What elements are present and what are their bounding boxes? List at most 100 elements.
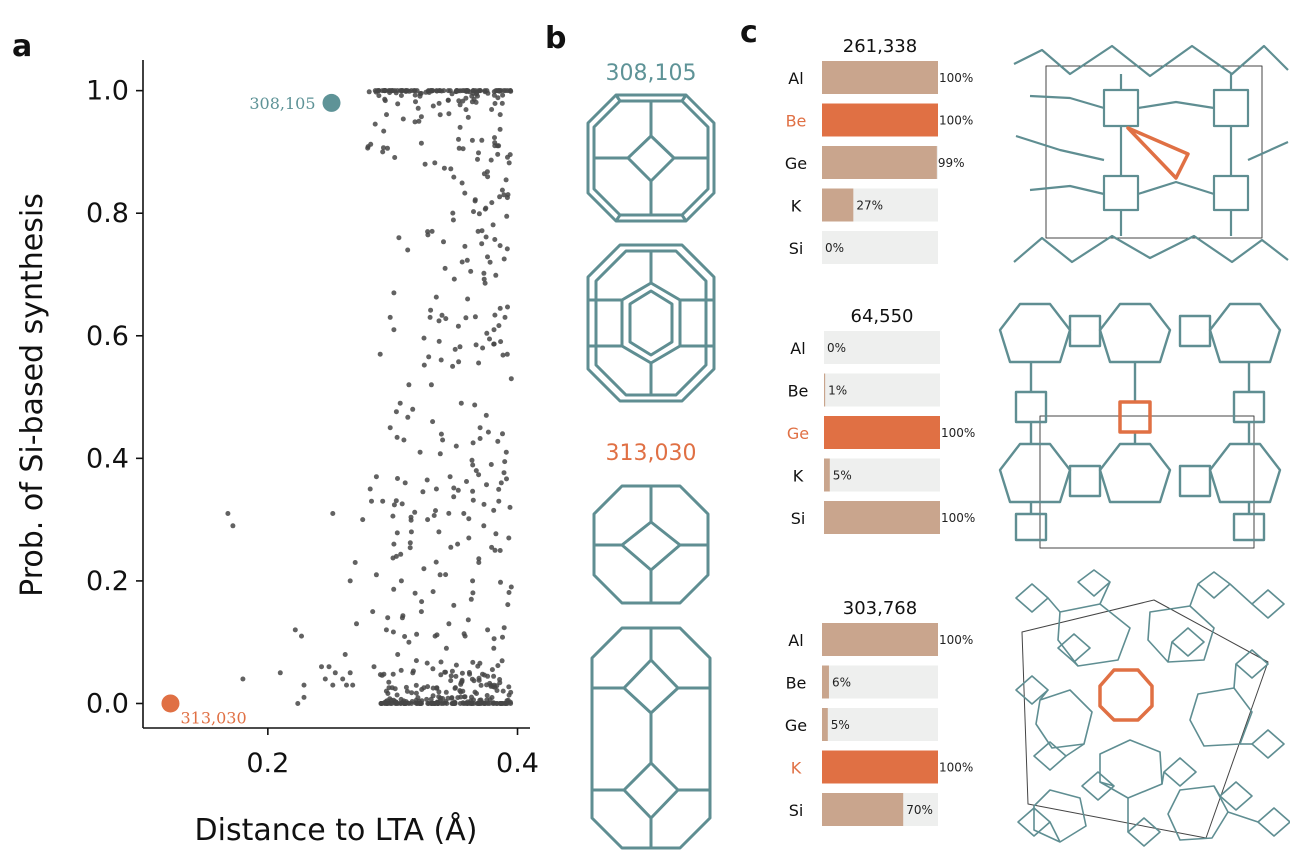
scatter-point bbox=[499, 100, 505, 106]
scatter-point bbox=[379, 672, 385, 678]
scatter-point bbox=[457, 344, 463, 350]
scatter-point bbox=[436, 338, 442, 344]
highlight-label: 308,105 bbox=[249, 94, 315, 113]
scatter-point bbox=[506, 684, 512, 690]
scatter-point bbox=[475, 663, 481, 669]
bar-track bbox=[822, 231, 938, 264]
scatter-point bbox=[497, 548, 503, 553]
scatter-point bbox=[347, 670, 353, 676]
panel-label-b: b bbox=[545, 21, 566, 56]
scatter-point bbox=[393, 701, 398, 706]
scatter-point bbox=[495, 95, 501, 101]
scatter-point bbox=[496, 498, 502, 504]
ring-3-highlight bbox=[1126, 126, 1190, 180]
scatter-point bbox=[443, 689, 449, 695]
scatter-point bbox=[484, 482, 489, 488]
scatter-point bbox=[498, 339, 504, 345]
scatter-point bbox=[495, 663, 501, 669]
scatter-point bbox=[485, 627, 491, 633]
bar-value-label: 0% bbox=[825, 241, 844, 255]
scatter-point bbox=[504, 351, 510, 357]
scatter-point bbox=[456, 359, 462, 365]
scatter-point bbox=[500, 92, 506, 98]
scatter-point bbox=[425, 684, 431, 690]
scatter-point bbox=[381, 88, 387, 94]
scatter-point bbox=[373, 474, 379, 480]
scatter-point bbox=[397, 400, 403, 406]
bar-value-label: 5% bbox=[831, 718, 850, 732]
highlight-label: 313,030 bbox=[180, 708, 246, 727]
scatter-point bbox=[450, 363, 456, 369]
y-tick-label: 0.4 bbox=[86, 443, 129, 474]
bar-category-label: Al bbox=[788, 631, 803, 650]
scatter-point bbox=[503, 177, 509, 183]
scatter-point bbox=[430, 103, 436, 109]
scatter-point bbox=[385, 615, 391, 621]
scatter-point bbox=[408, 517, 414, 523]
scatter-point bbox=[476, 360, 482, 366]
scatter-point bbox=[470, 488, 476, 494]
framework-261338 bbox=[1013, 44, 1289, 264]
scatter-point bbox=[476, 211, 482, 217]
scatter-point bbox=[436, 529, 442, 535]
scatter-point bbox=[441, 239, 446, 245]
scatter-point bbox=[499, 187, 505, 193]
scatter-point bbox=[382, 96, 388, 102]
scatter-point bbox=[504, 213, 510, 219]
scatter-point bbox=[497, 112, 503, 118]
scatter-point bbox=[504, 476, 509, 482]
scatter-point bbox=[501, 192, 507, 198]
scatter-point bbox=[455, 695, 461, 701]
scatter-point bbox=[462, 694, 467, 700]
scatter-point bbox=[460, 688, 466, 694]
scatter-point bbox=[386, 679, 392, 685]
scatter-point bbox=[457, 124, 463, 130]
scatter-point bbox=[392, 155, 398, 160]
scatter-point bbox=[446, 621, 452, 627]
scatter-point bbox=[459, 180, 465, 186]
scatter-point bbox=[500, 634, 505, 640]
scatter-point bbox=[481, 276, 487, 282]
scatter-point bbox=[432, 160, 438, 166]
bar bbox=[824, 416, 940, 449]
scatter-point bbox=[479, 228, 485, 234]
bar-value-label: 100% bbox=[939, 633, 973, 647]
scatter-point bbox=[481, 501, 487, 507]
scatter-point bbox=[500, 431, 505, 437]
scatter-point bbox=[472, 402, 478, 408]
scatter-point bbox=[399, 501, 405, 507]
scatter-point bbox=[471, 678, 477, 684]
scatter-point bbox=[449, 668, 455, 674]
scatter-point bbox=[489, 107, 495, 112]
scatter-point bbox=[462, 243, 468, 249]
scatter-point bbox=[465, 617, 471, 623]
scatter-point bbox=[447, 474, 453, 480]
scatter-point bbox=[493, 701, 499, 706]
scatter-point bbox=[407, 540, 413, 546]
scatter-point bbox=[410, 668, 416, 674]
scatter-point bbox=[477, 436, 483, 441]
scatter-point bbox=[412, 509, 418, 515]
scatter-point bbox=[437, 112, 443, 118]
scatter-point bbox=[414, 88, 420, 94]
scatter-point bbox=[395, 101, 401, 107]
bar-track bbox=[822, 708, 938, 741]
scatter-point bbox=[340, 676, 346, 682]
scatter-point bbox=[460, 88, 466, 94]
panel-label-a: a bbox=[12, 29, 32, 64]
scatter-point bbox=[485, 174, 491, 180]
bar bbox=[822, 665, 829, 699]
scatter-point bbox=[499, 658, 505, 664]
scatter-point bbox=[330, 682, 336, 688]
scatter-point bbox=[437, 572, 443, 578]
scatter-point bbox=[457, 102, 463, 108]
ring-8-highlight bbox=[1098, 668, 1154, 722]
scatter-point bbox=[443, 316, 449, 322]
scatter-point bbox=[436, 689, 442, 695]
scatter-point bbox=[452, 685, 458, 691]
scatter-point bbox=[240, 676, 246, 682]
scatter-point bbox=[400, 88, 406, 94]
scatter-point bbox=[395, 476, 400, 481]
scatter-point bbox=[483, 234, 489, 240]
bar-chart-0: 261,338 Al 100% Be 100% Ge 99% K 27% Si 0% bbox=[785, 36, 973, 264]
